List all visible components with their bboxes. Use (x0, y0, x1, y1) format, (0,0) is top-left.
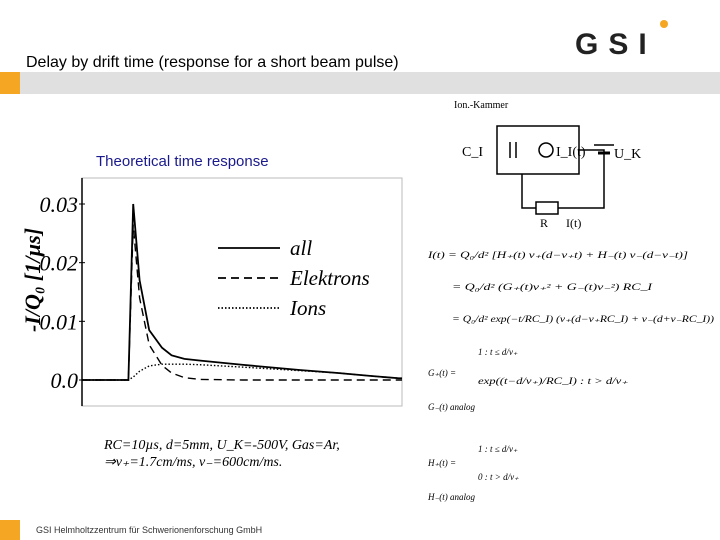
series-line (82, 203, 402, 381)
legend-label: Elektrons (289, 266, 370, 290)
formula: 1 : t ≤ d/v₊ (478, 347, 518, 357)
series-line (82, 363, 402, 381)
formula: = Q₀/d² (G₊(t)v₊² + G₋(t)v₋²) RC_I (452, 282, 654, 292)
header-bar (0, 72, 720, 94)
formulas: I(t) = Q₀/d² [H₊(t) v₊(d−v₊t) + H₋(t) v₋… (427, 250, 714, 502)
circuit-label: I_I(t) (556, 145, 586, 160)
y-tick-label: 0.0 (51, 368, 79, 393)
footer-accent (0, 520, 20, 540)
formula: = Q₀/d² exp(−t/RC_I) (v₊(d−v₊RC_I) + v₋(… (452, 314, 714, 324)
circuit-label: Ion.-Kammer (454, 100, 509, 111)
circuit-label: U_K (614, 147, 641, 162)
wire (579, 149, 605, 209)
series-line (82, 224, 402, 381)
circuit-label: R (540, 216, 548, 230)
circuit-label: C_I (462, 145, 483, 160)
formula: G₊(t) = (428, 368, 456, 378)
wire (521, 174, 536, 209)
formula: 0 : t > d/v₊ (478, 472, 519, 482)
resistor (535, 201, 559, 215)
formula: I(t) = Q₀/d² [H₊(t) v₊(d−v₊t) + H₋(t) v₋… (427, 250, 689, 260)
formula: H₋(t) analog (427, 492, 475, 502)
y-axis-label: -I/Q₀ [1/µs] (20, 228, 45, 332)
y-tick-label: 0.01 (40, 309, 79, 334)
current-source (538, 142, 554, 158)
y-tick-label: 0.02 (40, 251, 79, 276)
legend-label: all (290, 236, 312, 260)
slide-title: Delay by drift time (response for a shor… (26, 54, 399, 71)
parameter: RC=10µs, d=5mm, U_K=-500V, Gas=Ar, (103, 438, 340, 453)
formula: 1 : t ≤ d/v₊ (478, 444, 518, 454)
circuit (496, 125, 614, 215)
parameter: ⇒v₊=1.7cm/ms, v₋=600cm/ms. (104, 455, 282, 470)
y-tick-label: 0.03 (40, 192, 79, 217)
chart-title: Theoretical time response (96, 153, 269, 170)
logo: GSI (575, 28, 657, 61)
logo-dot (660, 20, 668, 28)
footer: GSI Helmholtzzentrum für Schwerionenfors… (36, 525, 262, 535)
plot: 0.0 0.01 0.02 0.03 all Elektrons Ions (40, 177, 403, 407)
formula: exp((t−d/v₊)/RC_I) : t > d/v₊ (478, 376, 628, 386)
circuit-label: I(t) (566, 216, 581, 230)
accent-square (0, 72, 20, 94)
formula: H₊(t) = (427, 458, 456, 468)
legend-label: Ions (289, 296, 326, 320)
formula: G₋(t) analog (428, 402, 475, 412)
